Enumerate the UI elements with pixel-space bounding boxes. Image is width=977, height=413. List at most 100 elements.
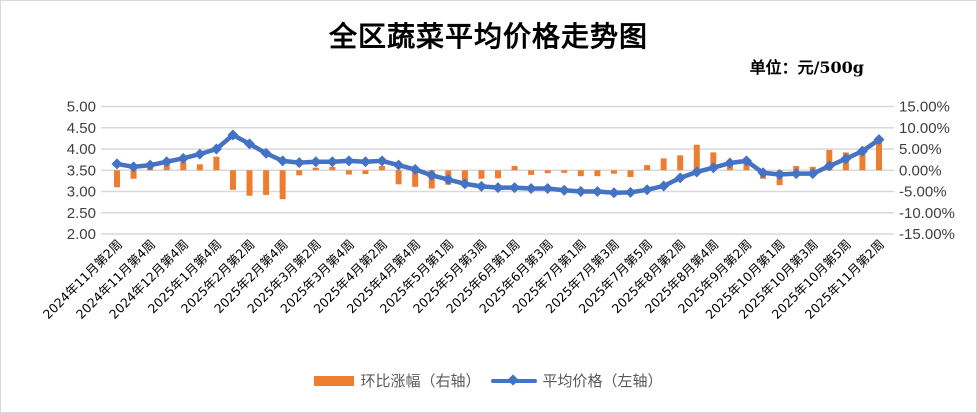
diamond-marker-icon <box>658 180 670 192</box>
diamond-marker-icon <box>277 155 289 167</box>
bar <box>213 156 220 171</box>
diamond-marker-icon <box>128 161 140 173</box>
bar <box>660 158 667 171</box>
bar <box>511 166 518 171</box>
diamond-marker-icon <box>823 160 835 172</box>
bar <box>826 149 833 171</box>
right-axis-tick: 10.00% <box>899 120 950 137</box>
diamond-marker-icon <box>691 166 703 178</box>
bar <box>362 170 369 175</box>
bar <box>114 170 120 188</box>
bar <box>379 166 386 171</box>
diamond-marker-icon <box>542 183 554 195</box>
diamond-marker-icon <box>409 163 421 175</box>
bar <box>461 170 468 185</box>
left-axis-tick: 4.50 <box>67 120 96 137</box>
diamond-marker-icon <box>790 168 802 180</box>
left-axis-tick: 2.00 <box>67 226 96 243</box>
bar <box>296 170 303 176</box>
left-axis-tick: 4.00 <box>67 141 96 158</box>
diamond-marker-icon <box>393 159 405 171</box>
legend-item-bar: 环比涨幅（右轴） <box>314 370 481 391</box>
diamond-marker-icon <box>426 169 438 181</box>
bar <box>395 170 402 185</box>
right-axis-tick: -15.00% <box>899 226 955 243</box>
diamond-marker-icon <box>161 156 173 168</box>
bar <box>246 170 253 196</box>
bar <box>130 170 137 179</box>
diamond-marker-icon <box>310 156 322 168</box>
unit-label: 单位：元/500g <box>749 58 864 77</box>
diamond-marker-icon <box>641 184 653 196</box>
legend-bar-label: 环比涨幅（右轴） <box>360 372 481 390</box>
left-axis-tick: 3.50 <box>67 162 96 179</box>
legend-item-line: 平均价格（左轴） <box>490 370 663 391</box>
diamond-marker-icon <box>856 145 868 157</box>
diamond-marker-icon <box>575 186 587 197</box>
left-axis-tick: 3.00 <box>67 184 96 201</box>
right-axis-tick: -5.00% <box>899 184 947 201</box>
diamond-marker-icon <box>376 155 388 167</box>
diamond-marker-icon <box>558 184 570 196</box>
bar <box>263 170 270 195</box>
diamond-marker-icon <box>724 157 736 169</box>
diamond-marker-icon <box>442 174 454 186</box>
diamond-marker-icon <box>509 182 521 194</box>
diamond-marker-icon <box>492 182 504 194</box>
diamond-marker-icon <box>343 155 355 167</box>
bar <box>180 161 187 171</box>
diamond-marker-icon <box>625 186 637 198</box>
left-axis-tick: 5.00 <box>67 99 96 116</box>
bar <box>412 170 419 187</box>
diamond-marker-icon <box>260 147 272 159</box>
diamond-marker-icon <box>227 129 239 141</box>
bar <box>859 152 866 171</box>
diamond-marker-icon <box>475 180 487 192</box>
bar <box>329 166 336 171</box>
left-axis-tick: 2.50 <box>67 205 96 222</box>
diamond-marker-icon <box>244 138 256 150</box>
bar <box>644 165 651 171</box>
bar <box>528 170 535 175</box>
bar <box>610 170 617 174</box>
bar <box>345 170 352 175</box>
bar <box>196 164 203 171</box>
bar <box>312 167 319 171</box>
bar <box>495 170 501 179</box>
bar <box>544 170 551 174</box>
right-axis-tick: -10.00% <box>899 205 955 222</box>
legend: 环比涨幅（右轴） 平均价格（左轴） <box>1 370 976 391</box>
right-axis-tick: 15.00% <box>899 99 950 116</box>
chart-title: 全区蔬菜平均价格走势图 <box>328 20 648 53</box>
bar <box>478 170 485 179</box>
bar <box>279 170 286 200</box>
diamond-marker-icon <box>757 167 769 179</box>
bar <box>627 170 634 178</box>
bar <box>577 170 584 177</box>
diamond-marker-icon <box>177 152 189 164</box>
diamond-marker-icon <box>873 134 885 146</box>
diamond-marker-icon <box>525 183 537 195</box>
diamond-marker-icon <box>707 162 719 174</box>
diamond-marker-icon <box>840 153 852 165</box>
right-axis-tick: 5.00% <box>899 141 942 158</box>
bar-swatch-icon <box>314 375 355 386</box>
bar <box>229 170 236 190</box>
diamond-marker-icon <box>194 148 206 160</box>
diamond-marker-icon <box>210 143 222 155</box>
diamond-marker-icon <box>591 186 603 197</box>
diamond-marker-icon <box>774 169 786 180</box>
bar <box>561 170 568 173</box>
diamond-marker-icon <box>111 158 123 170</box>
legend-line-label: 平均价格（左轴） <box>542 372 663 390</box>
bar <box>693 144 700 171</box>
diamond-marker-icon <box>359 156 371 168</box>
diamond-marker-icon <box>807 168 819 180</box>
diamond-marker-icon <box>608 187 620 199</box>
diamond-marker-icon <box>144 159 156 171</box>
diamond-marker-icon <box>674 172 686 184</box>
bar <box>876 140 882 171</box>
bar <box>677 155 684 171</box>
